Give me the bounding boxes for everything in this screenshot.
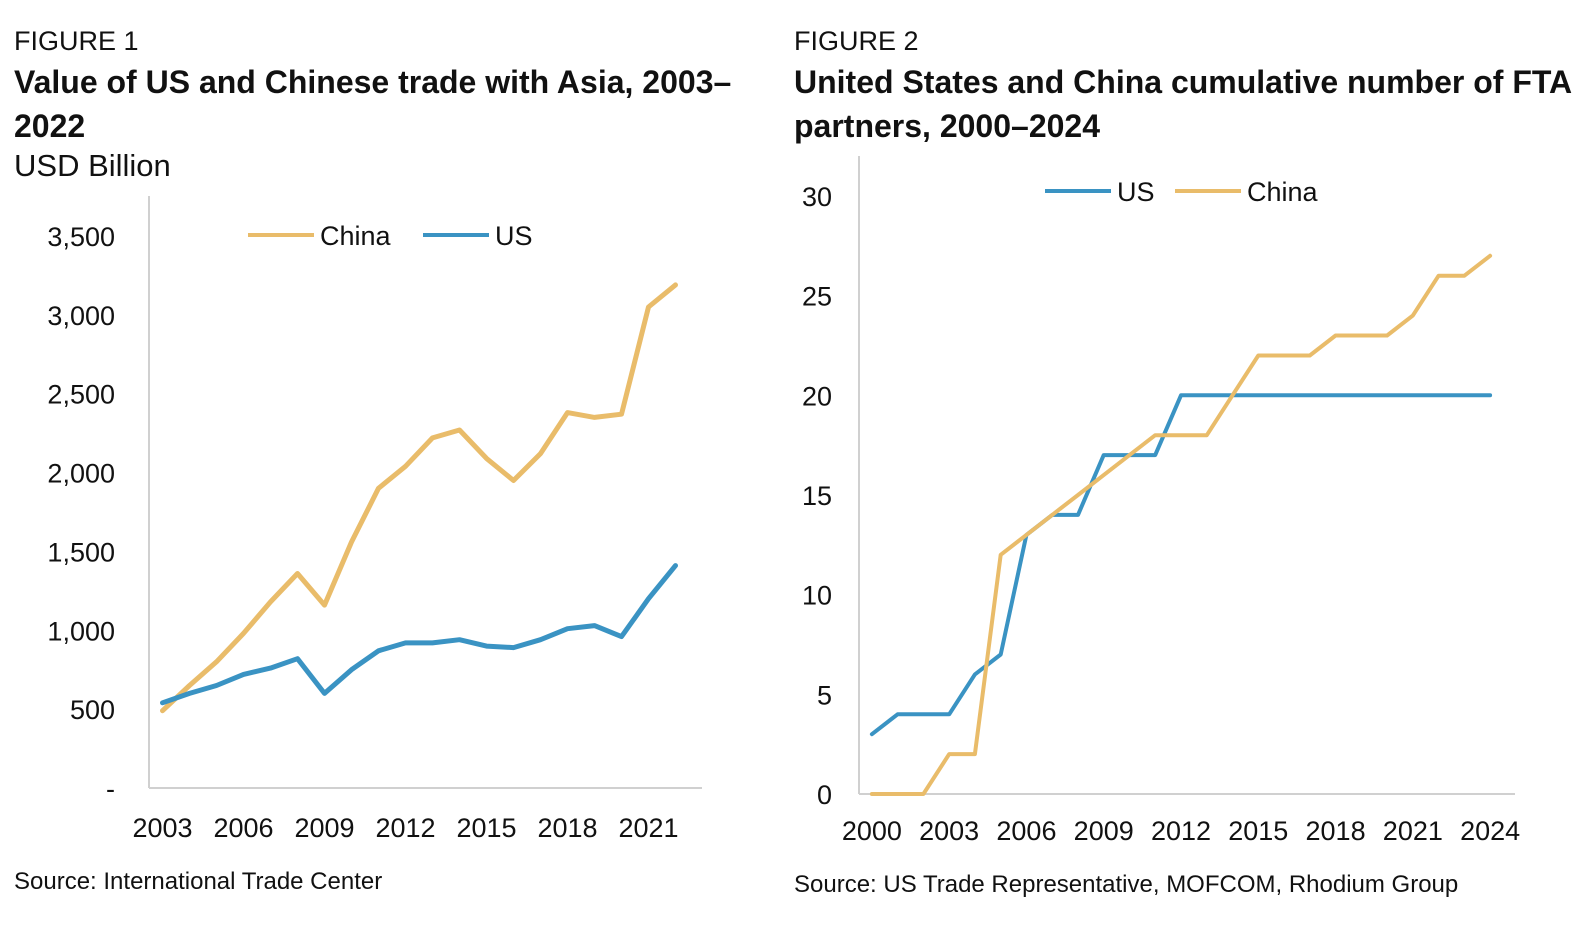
x-tick-label: 2006 [996, 816, 1056, 846]
legend-label-us: US [495, 221, 533, 251]
x-tick-label: 2003 [919, 816, 979, 846]
source-note: Source: US Trade Representative, MOFCOM,… [794, 871, 1459, 898]
series-line-us [160, 563, 678, 706]
x-tick-label: 2021 [618, 813, 678, 843]
y-tick-label: 25 [802, 282, 832, 312]
y-tick-label: 1,500 [47, 537, 115, 567]
y-tick-label: 3,500 [47, 222, 115, 252]
figure-label: FIGURE 1 [14, 26, 139, 56]
x-tick-label: 2000 [842, 816, 902, 846]
chart-subtitle: USD Billion [14, 148, 171, 183]
x-tick-label: 2009 [1074, 816, 1134, 846]
y-tick-label: 20 [802, 381, 832, 411]
series-line-china [869, 253, 1493, 796]
y-tick-label: 0 [817, 780, 832, 810]
y-tick-label: 5 [817, 680, 832, 710]
x-tick-label: 2006 [213, 813, 273, 843]
figure-label: FIGURE 2 [794, 26, 919, 56]
y-tick-label: 2,500 [47, 380, 115, 410]
figure-2: FIGURE 2 United States and China cumulat… [780, 0, 1582, 934]
chart-title: Value of US and Chinese trade with Asia,… [14, 64, 732, 144]
legend-label-china: China [320, 221, 392, 251]
series-line-us [869, 393, 1493, 737]
x-tick-label: 2012 [1151, 816, 1211, 846]
source-note: Source: International Trade Center [14, 868, 383, 895]
x-tick-label: 2009 [294, 813, 354, 843]
x-tick-label: 2024 [1460, 816, 1520, 846]
y-tick-label: 3,000 [47, 301, 115, 331]
legend-label-us: US [1117, 177, 1155, 207]
trade-value-chart: - 500 1,000 1,500 2,000 2,500 3,000 3,500 2003 20… [47, 196, 702, 843]
x-tick-label: 2018 [537, 813, 597, 843]
y-tick-label: - [106, 774, 115, 804]
x-tick-label: 2021 [1383, 816, 1443, 846]
y-tick-label: 15 [802, 481, 832, 511]
y-tick-label: 10 [802, 581, 832, 611]
x-tick-label: 2015 [1228, 816, 1288, 846]
x-tick-label: 2015 [456, 813, 516, 843]
x-tick-label: 2018 [1306, 816, 1366, 846]
figure-1: FIGURE 1 Value of US and Chinese trade w… [0, 0, 780, 934]
x-tick-label: 2003 [132, 813, 192, 843]
series-line-china [160, 282, 678, 714]
y-tick-label: 2,000 [47, 459, 115, 489]
legend-label-china: China [1247, 177, 1319, 207]
chart-title: United States and China cumulative numbe… [794, 64, 1571, 144]
y-tick-label: 30 [802, 182, 832, 212]
y-tick-label: 1,000 [47, 616, 115, 646]
y-tick-label: 500 [70, 695, 115, 725]
fta-partners-chart: 0 5 10 15 20 25 30 2000 2003 2006 2009 2012 2015 2018… [802, 156, 1520, 846]
x-tick-label: 2012 [375, 813, 435, 843]
